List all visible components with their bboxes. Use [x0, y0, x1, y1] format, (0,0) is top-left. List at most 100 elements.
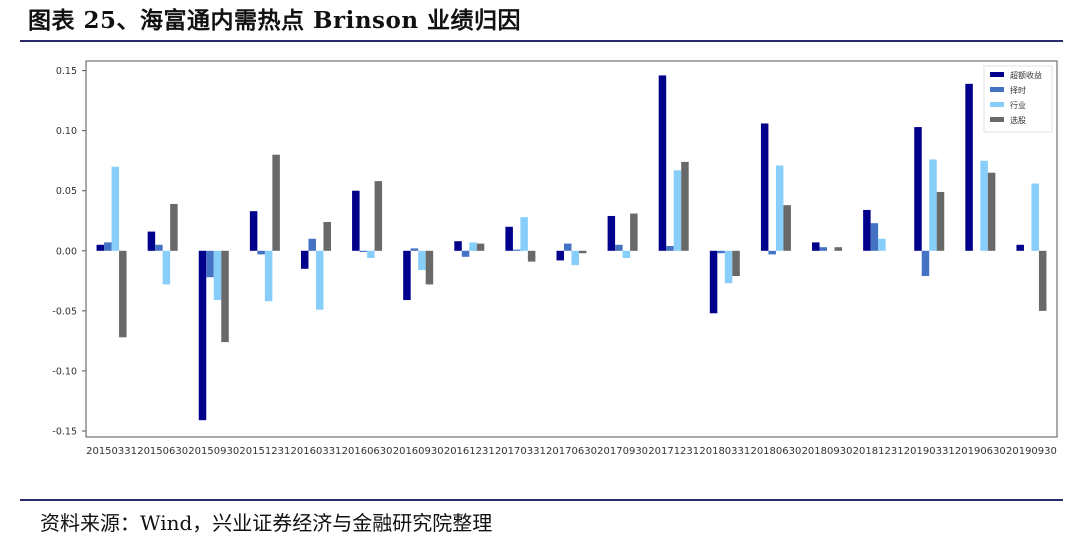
x-tick-label: 20170630 [546, 446, 597, 457]
figure-title: 图表 25、海富通内需热点 Brinson 业绩归因 [28, 7, 522, 34]
bar-20160331-series-0 [300, 250, 309, 269]
bar-20160930-series-0 [403, 250, 411, 301]
bar-20180930-series-1 [819, 247, 828, 251]
y-tick-label: -0.10 [52, 366, 77, 377]
x-tick-label: 20180630 [750, 446, 801, 457]
legend-label: 择时 [1010, 85, 1026, 95]
x-tick-label: 20190930 [1006, 446, 1057, 457]
bar-20170630-series-0 [556, 250, 564, 261]
bar-20170331-series-0 [505, 226, 513, 251]
bar-20171231-series-3 [681, 161, 689, 251]
bar-20160331-series-3 [323, 221, 331, 251]
bar-20190630-series-3 [987, 172, 996, 251]
bar-20171231-series-2 [673, 170, 682, 251]
bar-20160331-series-2 [315, 250, 324, 310]
bar-20170331-series-1 [512, 249, 521, 251]
bar-20190930-series-2 [1031, 183, 1039, 251]
y-tick-label: 0.00 [56, 246, 77, 257]
x-tick-label: 20171231 [648, 446, 699, 457]
x-tick-label: 20151231 [239, 446, 290, 457]
source-note: 资料来源：Wind，兴业证券经济与金融研究院整理 [40, 511, 493, 535]
bar-20160630-series-2 [367, 250, 375, 259]
bar-20180331-series-1 [717, 250, 725, 254]
y-tick-label: -0.15 [52, 426, 77, 437]
bar-20190331-series-1 [921, 250, 930, 277]
bar-20160930-series-3 [425, 250, 434, 285]
bar-20190630-series-0 [965, 83, 973, 251]
bar-20160930-series-2 [418, 250, 426, 271]
x-tick-label: 20150930 [188, 446, 239, 457]
bar-20190331-series-2 [929, 159, 937, 251]
bar-20150930-series-2 [213, 250, 222, 301]
bar-20180630-series-3 [783, 205, 791, 251]
x-tick-label: 20160630 [342, 446, 393, 457]
bar-20181231-series-1 [870, 223, 879, 251]
bar-20150630-series-0 [147, 231, 156, 251]
bar-20170930-series-0 [607, 215, 616, 251]
bar-20181231-series-0 [863, 209, 871, 251]
bar-20180630-series-1 [768, 250, 776, 255]
bar-20160630-series-3 [374, 181, 383, 251]
y-tick-label: 0.15 [56, 66, 77, 77]
bar-20170930-series-2 [622, 250, 631, 259]
bar-20190930-series-3 [1038, 250, 1047, 311]
x-tick-label: 20150630 [137, 446, 188, 457]
y-axis-ticks: 0.15 0.10 0.05 0.00 -0.05 -0.10 -0.15 [52, 66, 86, 437]
bar-20190331-series-3 [936, 191, 945, 251]
legend-label: 行业 [1010, 100, 1026, 110]
bar-20190331-series-0 [914, 127, 922, 251]
bar-20171231-series-1 [666, 245, 674, 251]
legend-swatch [990, 87, 1004, 92]
bar-20190930-series-0 [1016, 244, 1024, 251]
bar-20190630-series-2 [980, 160, 988, 251]
bar-20150331-series-1 [104, 242, 112, 251]
bar-20160331-series-1 [308, 238, 316, 251]
bar-20161231-series-0 [454, 241, 462, 251]
bar-20170930-series-3 [630, 213, 638, 251]
legend-swatch [990, 117, 1004, 122]
bar-20151231-series-2 [264, 250, 273, 302]
bar-20150331-series-2 [111, 166, 120, 251]
bar-20151231-series-1 [257, 250, 265, 255]
x-tick-label: 20190630 [955, 446, 1006, 457]
bar-20160930-series-1 [410, 248, 419, 251]
x-tick-label: 20190331 [904, 446, 955, 457]
legend-label: 超额收益 [1010, 70, 1042, 80]
plot-frame [85, 60, 1058, 438]
bar-20161231-series-1 [461, 250, 470, 257]
bar-20180930-series-3 [834, 247, 843, 251]
bar-20161231-series-3 [476, 243, 485, 251]
bar-20151231-series-3 [272, 154, 280, 251]
bar-20181231-series-2 [878, 238, 886, 251]
legend-swatch [990, 102, 1004, 107]
x-tick-label: 20160930 [393, 446, 444, 457]
bar-20150630-series-2 [162, 250, 171, 285]
x-axis-ticks: 20150331 20150630 20150930 20151231 20160331… [86, 446, 1057, 457]
title-divider [20, 40, 1063, 42]
bar-20150930-series-1 [206, 250, 214, 278]
bar-20180630-series-0 [760, 123, 769, 251]
bar-20160630-series-0 [352, 190, 360, 251]
bar-20170331-series-2 [520, 217, 528, 251]
bar-20170630-series-3 [579, 250, 587, 254]
x-tick-label: 20170331 [495, 446, 546, 457]
bar-20170630-series-1 [564, 243, 572, 251]
bar-20180630-series-2 [775, 165, 784, 251]
bar-20150930-series-3 [221, 250, 229, 343]
bar-20171231-series-0 [658, 75, 667, 251]
bar-20150930-series-0 [198, 250, 207, 421]
bar-20180930-series-0 [812, 242, 820, 251]
x-tick-label: 20150331 [86, 446, 137, 457]
bar-20160630-series-1 [359, 250, 368, 253]
legend-swatch [990, 72, 1004, 77]
bar-20170331-series-3 [527, 250, 536, 262]
bar-20150630-series-1 [155, 244, 163, 251]
x-tick-label: 20180331 [699, 446, 750, 457]
bar-20170930-series-1 [615, 244, 623, 251]
bar-20180331-series-0 [709, 250, 718, 314]
bar-20150331-series-0 [96, 244, 105, 251]
bar-20150630-series-3 [170, 203, 178, 251]
x-tick-label: 20180930 [802, 446, 853, 457]
bar-20150331-series-3 [119, 250, 127, 338]
